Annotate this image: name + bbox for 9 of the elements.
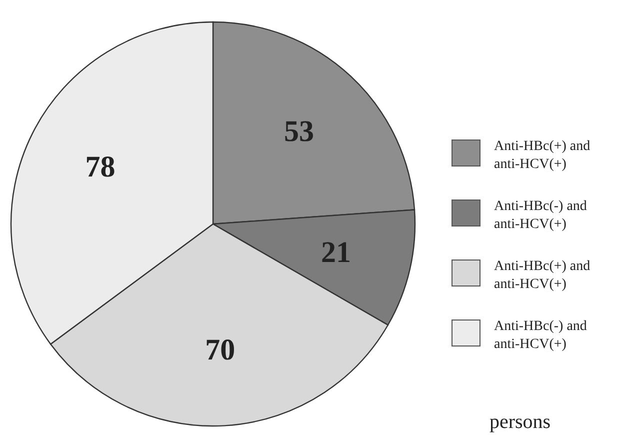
- data-label: 21: [321, 236, 352, 269]
- legend-label: Anti-HBc(+) and anti-HCV(+): [494, 139, 590, 172]
- legend-label: Anti-HBc(+) and anti-HCV(+): [494, 259, 590, 292]
- text: persons: [489, 411, 551, 433]
- data-label: 78: [85, 150, 116, 184]
- data-label: 53: [284, 115, 314, 148]
- data-label: 70: [205, 334, 236, 367]
- legend-label: Anti-HBc(-) and anti-HCV(+): [494, 319, 587, 352]
- legend-label: Anti-HBc(-) and anti-HCV(+): [494, 199, 587, 232]
